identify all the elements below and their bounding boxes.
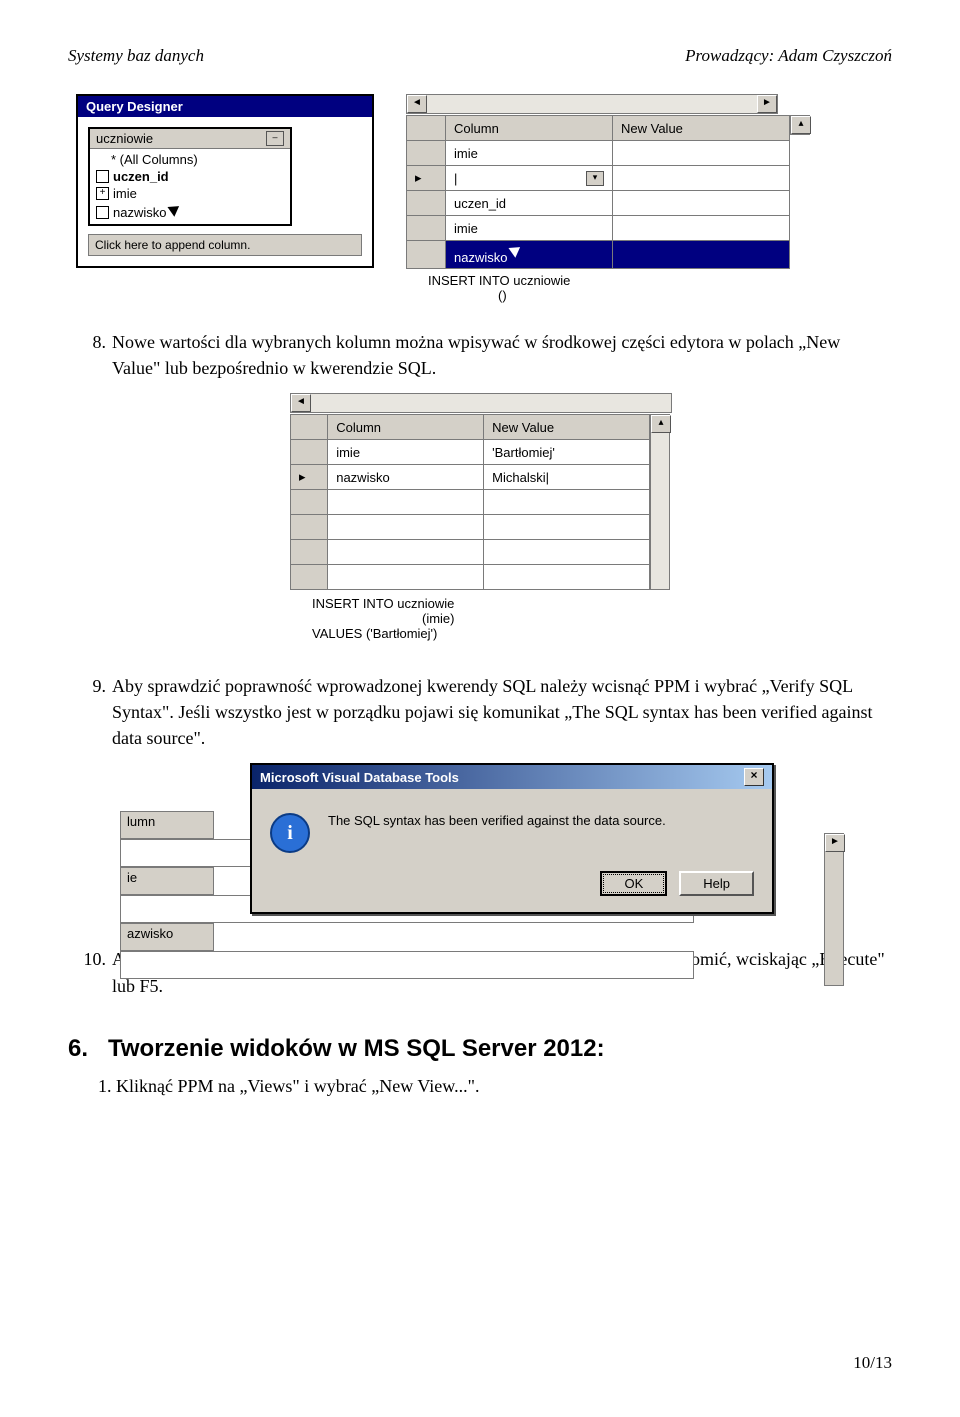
row-marker-icon: ▸ [415,170,422,185]
page-number: 10/13 [853,1353,892,1373]
cursor-icon [170,203,184,221]
grid-cell[interactable]: imie [446,141,613,166]
dropdown-option-selected[interactable]: nazwisko [446,241,613,269]
chevron-down-icon[interactable]: ▾ [586,171,604,186]
help-button[interactable]: Help [679,871,754,896]
sql-preview: INSERT INTO uczniowie (imie) VALUES ('Ba… [290,596,670,641]
checkbox-icon[interactable] [96,170,109,183]
list-number: 9. [68,673,106,751]
checkbox-plus-icon[interactable]: + [96,187,109,200]
sql-hint: INSERT INTO uczniowie() [406,273,810,303]
list-text: Aby sprawdzić poprawność wprowadzonej kw… [112,673,892,751]
column-value-grid: ◄ ► ColumnNew Value imie ▸ |▾ uczen_id im… [406,94,810,303]
dialog-message: The SQL syntax has been verified against… [328,813,666,828]
col-nazwisko[interactable]: nazwisko [94,202,286,222]
col-header-newvalue: New Value [613,116,790,141]
list-text: Nowe wartości dla wybranych kolumn można… [112,329,892,381]
col-uczen-id[interactable]: uczen_id [94,168,286,185]
grid-cell-editing[interactable]: Michalski| [484,465,650,490]
list-number: 10. [68,946,106,998]
close-icon[interactable]: × [744,768,764,786]
column-value-grid-2: ◄ ColumnNew Value imie'Bartłomiej' ▸ nazw… [290,393,670,641]
query-designer-window: Query Designer uczniowie – * (All Column… [76,94,374,268]
header-right: Prowadzący: Adam Czyszczoń [685,46,892,66]
dialog-title: Microsoft Visual Database Tools [260,770,459,785]
horizontal-scrollbar[interactable]: ◄ [290,393,672,413]
scroll-right-icon[interactable]: ► [757,95,777,113]
dropdown-cell[interactable]: |▾ [446,166,613,191]
checkbox-icon[interactable] [96,206,109,219]
horizontal-scrollbar[interactable]: ◄ ► [406,94,778,114]
table-dropdown-icon[interactable]: – [266,131,284,146]
grid-cell[interactable]: nazwisko [328,465,484,490]
section-heading: 6.Tworzenie widoków w MS SQL Server 2012… [68,1035,892,1063]
list-item: Kliknąć PPM na „Views" i wybrać „New Vie… [116,1073,892,1100]
scroll-left-icon[interactable]: ◄ [291,394,311,412]
col-header-newvalue: New Value [484,415,650,440]
info-icon: i [270,813,310,853]
append-column-button[interactable]: Click here to append column. [88,234,362,256]
col-imie[interactable]: +imie [94,185,286,202]
col-all[interactable]: * (All Columns) [94,151,286,168]
query-designer-titlebar: Query Designer [78,96,372,117]
ok-button[interactable]: OK [600,871,667,896]
col-header-column: Column [446,116,613,141]
grid-cell[interactable]: imie [328,440,484,465]
cursor-icon [511,244,525,262]
table-name: uczniowie [96,131,153,146]
list-number: 8. [68,329,106,381]
grid-cell[interactable]: 'Bartłomiej' [484,440,650,465]
scroll-up-icon[interactable]: ▴ [791,116,811,134]
grid-cell[interactable] [613,141,790,166]
header-left: Systemy baz danych [68,46,204,66]
col-header-column: Column [328,415,484,440]
dropdown-option[interactable]: imie [446,216,613,241]
scroll-up-icon[interactable]: ▴ [651,415,671,433]
scroll-right-icon[interactable]: ► [825,834,845,852]
scroll-left-icon[interactable]: ◄ [407,95,427,113]
row-marker-icon: ▸ [299,469,306,484]
dropdown-option[interactable]: uczen_id [446,191,613,216]
verify-dialog: Microsoft Visual Database Tools × i The … [250,763,774,914]
